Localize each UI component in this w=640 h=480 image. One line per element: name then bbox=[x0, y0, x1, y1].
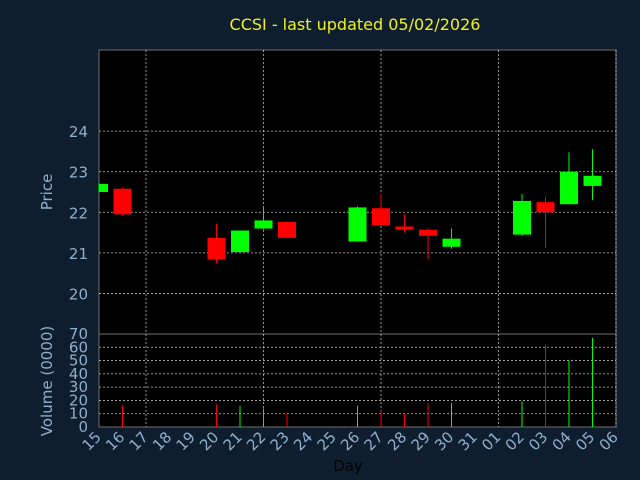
volume-tick-label: 70 bbox=[69, 325, 88, 343]
volume-tick-label: 50 bbox=[69, 352, 88, 370]
x-tick-label: 16 bbox=[102, 428, 128, 454]
candle-body bbox=[113, 188, 132, 215]
x-tick-label: 23 bbox=[267, 428, 293, 454]
candle-body bbox=[99, 183, 108, 192]
candle-body bbox=[231, 230, 249, 253]
x-tick-label: 18 bbox=[149, 428, 175, 454]
x-tick-label: 20 bbox=[196, 428, 222, 454]
candle-body bbox=[254, 220, 273, 229]
x-tick-label: 26 bbox=[337, 428, 363, 454]
volume-tick-label: 60 bbox=[69, 338, 88, 356]
candle-body bbox=[583, 175, 602, 186]
x-tick-label: 03 bbox=[525, 428, 551, 454]
x-tick-label: 24 bbox=[290, 428, 316, 454]
x-tick-label: 21 bbox=[220, 428, 246, 454]
candle-body bbox=[442, 238, 461, 247]
candle-body bbox=[207, 237, 226, 260]
chart-title: CCSI - last updated 05/02/2026 bbox=[230, 15, 481, 34]
volume-tick-label: 40 bbox=[69, 365, 88, 383]
x-tick-label: 06 bbox=[596, 428, 622, 454]
price-tick-label: 24 bbox=[69, 123, 88, 141]
volume-tick-label: 20 bbox=[69, 391, 88, 409]
x-tick-label: 17 bbox=[126, 428, 152, 454]
price-panel bbox=[98, 49, 617, 335]
x-axis-label: Day bbox=[333, 457, 363, 475]
x-tick-label: 31 bbox=[455, 428, 481, 454]
price-tick-label: 20 bbox=[69, 285, 88, 303]
volume-axis-label: Volume (0000) bbox=[38, 326, 56, 436]
candle-body bbox=[348, 207, 367, 242]
x-tick-label: 25 bbox=[314, 428, 340, 454]
volume-tick-label: 10 bbox=[69, 405, 88, 423]
x-tick-label: 04 bbox=[549, 428, 575, 454]
volume-bars bbox=[122, 337, 593, 427]
x-tick-label: 28 bbox=[384, 428, 410, 454]
x-tick-label: 05 bbox=[572, 428, 598, 454]
price-axis-label: Price bbox=[38, 174, 56, 211]
candle-body bbox=[278, 222, 296, 238]
x-tick-label: 01 bbox=[478, 428, 504, 454]
price-tick-label: 23 bbox=[69, 164, 88, 182]
candle-body bbox=[513, 200, 531, 235]
candle-body bbox=[419, 229, 437, 236]
volume-tick-label: 30 bbox=[69, 378, 88, 396]
x-tick-label: 02 bbox=[502, 428, 528, 454]
price-tick-label: 21 bbox=[69, 245, 88, 263]
x-tick-label: 19 bbox=[173, 428, 199, 454]
x-tick-label: 27 bbox=[361, 428, 387, 454]
candle-body bbox=[560, 171, 578, 205]
candle-body bbox=[536, 202, 555, 213]
x-tick-label: 22 bbox=[243, 428, 269, 454]
volume-tick-label: 0 bbox=[78, 418, 88, 436]
price-tick-label: 22 bbox=[69, 204, 88, 222]
candle-body bbox=[395, 226, 414, 230]
x-tick-label: 29 bbox=[408, 428, 434, 454]
x-tick-label: 30 bbox=[431, 428, 457, 454]
candles bbox=[98, 149, 602, 263]
candle-body bbox=[372, 208, 390, 226]
x-tick-labels: 1516171819202122232425262728293031010203… bbox=[79, 428, 622, 454]
